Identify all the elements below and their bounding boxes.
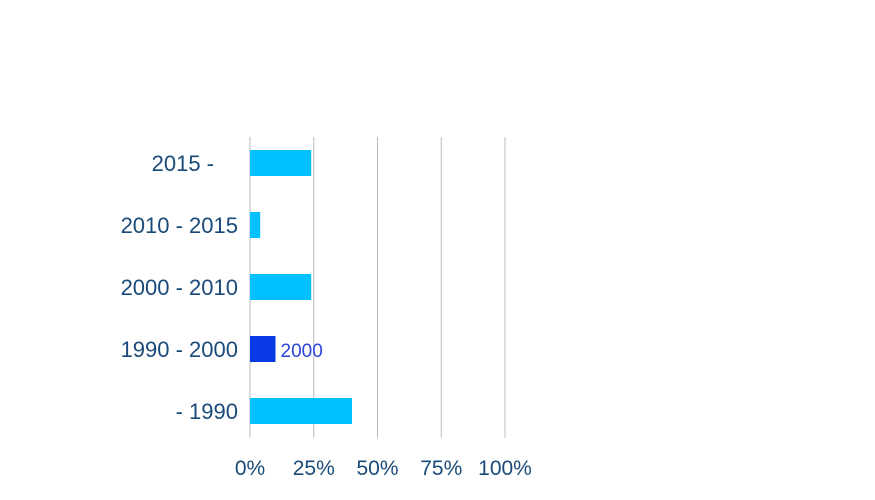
x-tick-label: 25% (293, 457, 335, 480)
bar[interactable] (250, 274, 312, 300)
bar[interactable] (250, 212, 261, 238)
x-tick-labels: 0% 25% 50% 75% 100% (235, 457, 532, 480)
gridlines (249, 137, 506, 438)
data-label: 2000 (281, 341, 323, 362)
x-tick-label: 100% (478, 457, 532, 480)
category-label: 1990 - 2000 (121, 337, 238, 362)
category-label: 2015 - (152, 151, 214, 176)
x-tick-label: 75% (420, 457, 462, 480)
data-labels: 2000 (281, 341, 323, 362)
x-tick-label: 50% (356, 457, 398, 480)
category-labels: 2015 - 2010 - 2015 2000 - 2010 1990 - 2000 -… (121, 151, 238, 424)
bar[interactable] (250, 398, 352, 424)
bar[interactable] (250, 336, 276, 362)
bars (250, 150, 352, 424)
category-label: 2000 - 2010 (121, 275, 238, 300)
bar[interactable] (250, 150, 312, 176)
x-tick-label: 0% (235, 457, 265, 480)
category-label: 2010 - 2015 (121, 213, 238, 238)
category-label: - 1990 (176, 399, 238, 424)
